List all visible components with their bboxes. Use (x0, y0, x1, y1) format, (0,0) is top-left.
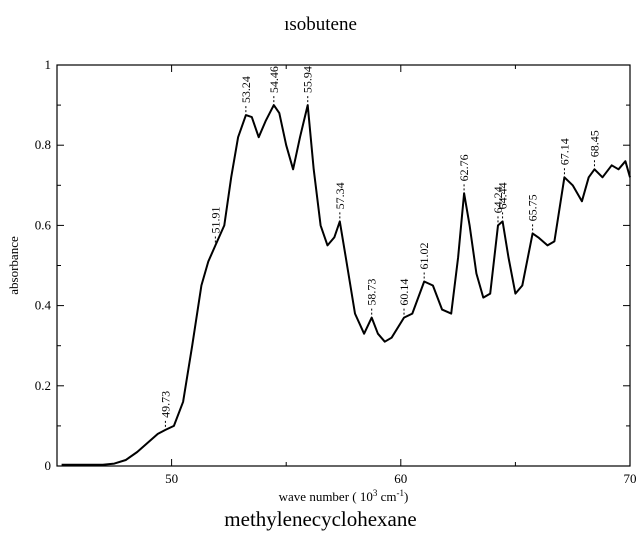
absorbance-line (61, 104, 631, 466)
ticks: 0 0.2 0.4 0.6 0.8 1 50 60 70 (35, 57, 637, 486)
axes (56, 64, 631, 467)
y-tick-label: 0.4 (35, 298, 52, 313)
peak-label: 49.73 (158, 391, 172, 418)
y-axis-label: absorbance (6, 236, 21, 295)
x-axis-label-part: ) (404, 489, 408, 504)
peak-label: 61.02 (417, 243, 431, 270)
peak-label: 57.34 (333, 182, 347, 209)
y-tick-label: 0.6 (35, 217, 52, 232)
y-tick-label: 1 (45, 57, 52, 72)
x-axis-label-part: wave number ( 10 (279, 489, 373, 504)
peak-label: 62.76 (457, 154, 471, 181)
x-axis-label-part: cm (377, 489, 396, 504)
peak-label: 68.45 (587, 130, 601, 157)
chart-title-bottom: methylenecyclohexane (224, 507, 417, 531)
peak-label: 65.75 (526, 194, 540, 221)
x-tick-label: 70 (624, 471, 637, 486)
peak-label: 64.44 (496, 182, 510, 209)
x-axis-label: wave number ( 103 cm-1) (279, 488, 409, 504)
peak-label: 55.94 (301, 66, 315, 93)
peak-label: 54.46 (267, 66, 281, 93)
x-axis-label-part: -1 (397, 488, 405, 498)
peak-label: 60.14 (397, 279, 411, 306)
y-tick-label: 0.2 (35, 378, 51, 393)
peak-label: 67.14 (557, 138, 571, 165)
peak-label: 53.24 (239, 76, 253, 103)
chart-title-top: ısobutene (284, 14, 357, 35)
peak-annotations: 49.73 51.91 53.24 54.46 55.94 57.34 58.73 60.14… (158, 66, 601, 427)
x-tick-label: 60 (394, 471, 407, 486)
y-tick-label: 0 (45, 458, 52, 473)
x-tick-label: 50 (165, 471, 178, 486)
peak-label: 64.24 (491, 186, 505, 213)
peak-label: 58.73 (365, 279, 379, 306)
x-axis-label-part: 3 (373, 488, 378, 498)
series (61, 104, 631, 466)
plot-frame (56, 64, 631, 467)
y-tick-label: 0.8 (35, 137, 51, 152)
peak-label: 51.91 (208, 206, 222, 233)
